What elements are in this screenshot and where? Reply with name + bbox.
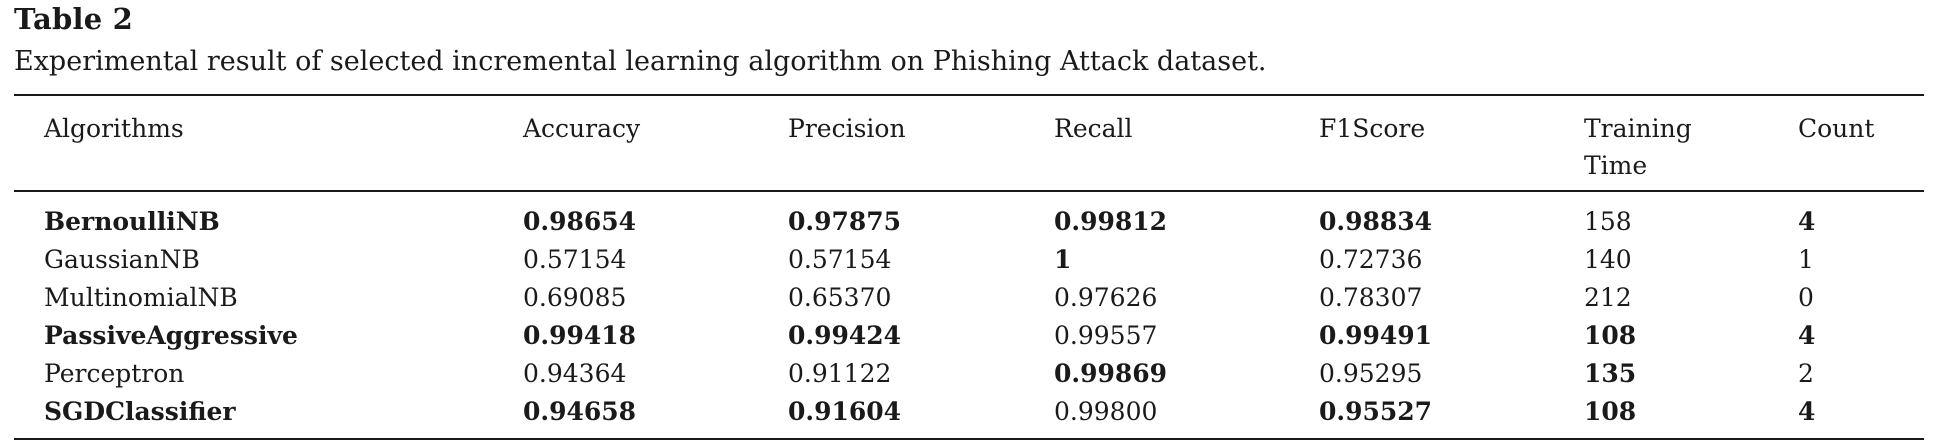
algorithm-name-cell: PassiveAggressive xyxy=(44,321,298,350)
table-cell: 140 xyxy=(1584,245,1632,274)
table-row: PassiveAggressive 0.99418 0.99424 0.99557 0.… xyxy=(0,317,1955,355)
column-header: F1Score xyxy=(1319,110,1425,147)
table-cell: 135 xyxy=(1584,359,1637,388)
header-rule xyxy=(14,190,1924,192)
table-cell: 0.99557 xyxy=(1054,321,1158,350)
top-rule xyxy=(14,94,1924,96)
column-header-line: Algorithms xyxy=(44,114,184,143)
column-header: Accuracy xyxy=(523,110,640,147)
table-cell: 4 xyxy=(1798,321,1816,350)
table-cell: 0.72736 xyxy=(1319,245,1423,274)
bottom-rule xyxy=(14,438,1924,440)
table-cell: 108 xyxy=(1584,321,1637,350)
table-cell: 0.99800 xyxy=(1054,397,1158,426)
table-cell: 0.57154 xyxy=(788,245,892,274)
column-header: Recall xyxy=(1054,110,1133,147)
table-cell: 0.95527 xyxy=(1319,397,1433,426)
table-cell: 2 xyxy=(1798,359,1814,388)
table-cell: 0 xyxy=(1798,283,1814,312)
column-header: Algorithms xyxy=(44,110,184,147)
table-cell: 0.95295 xyxy=(1319,359,1423,388)
table-cell: 0.69085 xyxy=(523,283,627,312)
algorithm-name-cell: GaussianNB xyxy=(44,245,200,274)
table-cell: 0.99869 xyxy=(1054,359,1168,388)
table-cell: 4 xyxy=(1798,397,1816,426)
column-header-line: Training xyxy=(1584,114,1692,143)
table-cell: 0.97875 xyxy=(788,207,902,236)
column-header-line: Count xyxy=(1798,114,1875,143)
table-cell: 1 xyxy=(1054,245,1072,274)
table-cell: 158 xyxy=(1584,207,1632,236)
table-cell: 1 xyxy=(1798,245,1814,274)
algorithm-name-cell: MultinomialNB xyxy=(44,283,238,312)
table-cell: 0.98834 xyxy=(1319,207,1433,236)
table-caption: Experimental result of selected incremen… xyxy=(14,46,1267,77)
table-row: MultinomialNB 0.69085 0.65370 0.97626 0.7830… xyxy=(0,279,1955,317)
table-row: GaussianNB 0.57154 0.57154 1 0.72736 140 1 xyxy=(0,241,1955,279)
table-cell: 0.97626 xyxy=(1054,283,1158,312)
table-cell: 0.78307 xyxy=(1319,283,1423,312)
table-label: Table 2 xyxy=(14,2,134,36)
table-cell: 4 xyxy=(1798,207,1816,236)
column-header-line: Precision xyxy=(788,114,906,143)
column-header-line: F1Score xyxy=(1319,114,1426,143)
table-cell: 0.94658 xyxy=(523,397,637,426)
column-header: Precision xyxy=(788,110,906,147)
table-cell: 0.98654 xyxy=(523,207,637,236)
table-cell: 0.99812 xyxy=(1054,207,1168,236)
table-row: Perceptron 0.94364 0.91122 0.99869 0.95295 13… xyxy=(0,355,1955,393)
table-row: SGDClassifier 0.94658 0.91604 0.99800 0.9552… xyxy=(0,393,1955,431)
table-cell: 0.99424 xyxy=(788,321,902,350)
table-cell: 0.99418 xyxy=(523,321,637,350)
table-cell: 108 xyxy=(1584,397,1637,426)
column-header-line: Time xyxy=(1584,151,1648,180)
table-cell: 0.65370 xyxy=(788,283,892,312)
column-header-line: Accuracy xyxy=(523,114,641,143)
table-cell: 0.94364 xyxy=(523,359,627,388)
column-header-line: Recall xyxy=(1054,114,1133,143)
column-header: Count xyxy=(1798,110,1874,147)
table-cell: 0.91604 xyxy=(788,397,902,426)
algorithm-name-cell: BernoulliNB xyxy=(44,207,220,236)
table-cell: 212 xyxy=(1584,283,1632,312)
table-cell: 0.91122 xyxy=(788,359,892,388)
table-cell: 0.99491 xyxy=(1319,321,1433,350)
column-header: Training Time xyxy=(1584,110,1692,184)
algorithm-name-cell: Perceptron xyxy=(44,359,185,388)
table-row: BernoulliNB 0.98654 0.97875 0.99812 0.98834 1… xyxy=(0,203,1955,241)
algorithm-name-cell: SGDClassifier xyxy=(44,397,236,426)
table-cell: 0.57154 xyxy=(523,245,627,274)
